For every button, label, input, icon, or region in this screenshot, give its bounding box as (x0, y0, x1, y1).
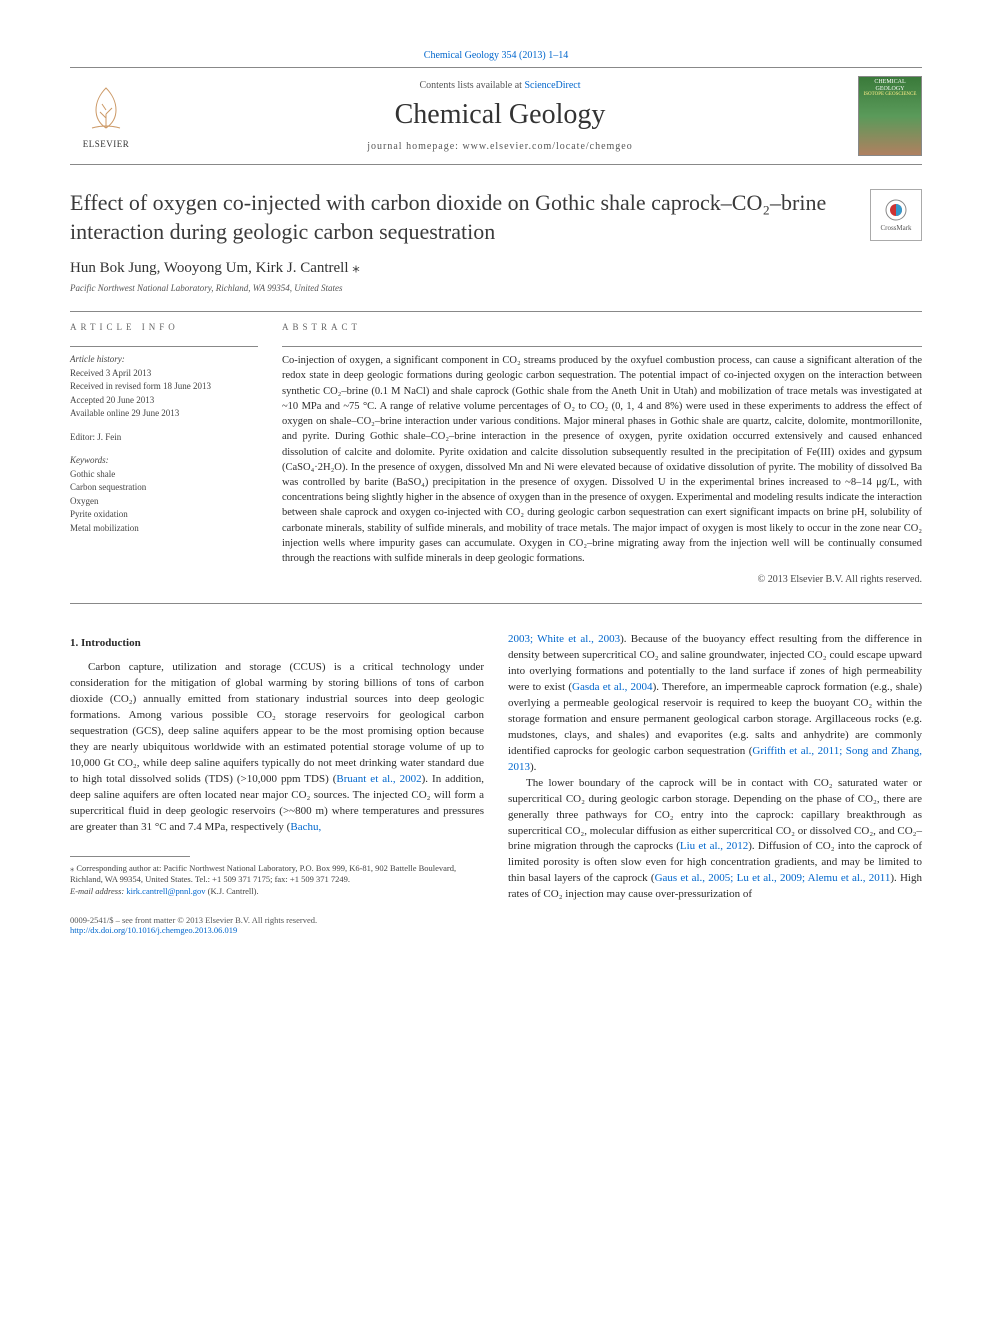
keyword: Pyrite oxidation (70, 508, 258, 522)
authors: Hun Bok Jung, Wooyong Um, Kirk J. Cantre… (70, 258, 922, 277)
text-run: ). (530, 761, 536, 773)
journal-header: ELSEVIER Contents lists available at Sci… (70, 67, 922, 165)
footer-copyright: 0009-2541/$ – see front matter © 2013 El… (70, 915, 922, 925)
abstract-column: abstract Co-injection of oxygen, a signi… (282, 322, 922, 585)
header-center: Contents lists available at ScienceDirec… (142, 80, 858, 152)
text-run: Carbon capture, utilization and storage … (70, 661, 484, 785)
citation-link[interactable]: 2003; White et al., 2003 (508, 633, 620, 645)
editor-name: J. Fein (97, 432, 121, 442)
crossmark-label: CrossMark (880, 224, 911, 232)
keywords-label: Keywords: (70, 454, 258, 468)
history-line: Received in revised form 18 June 2013 (70, 380, 258, 394)
crossmark-icon (884, 198, 908, 222)
keyword: Carbon sequestration (70, 481, 258, 495)
history-line: Received 3 April 2013 (70, 367, 258, 381)
affiliation: Pacific Northwest National Laboratory, R… (70, 283, 922, 293)
article-history: Article history: Received 3 April 2013 R… (70, 353, 258, 421)
title-row: Effect of oxygen co-injected with carbon… (70, 189, 922, 246)
body-text: 1. Introduction Carbon capture, utilizat… (70, 632, 922, 903)
editor-label: Editor: (70, 432, 97, 442)
section-heading: 1. Introduction (70, 636, 484, 652)
footer: 0009-2541/$ – see front matter © 2013 El… (70, 915, 922, 935)
citation-link[interactable]: Bachu, (290, 821, 321, 833)
body-paragraph: 2003; White et al., 2003). Because of th… (508, 632, 922, 775)
journal-cover-thumb: CHEMICAL GEOLOGY ISOTOPE GEOSCIENCE (858, 76, 922, 156)
email-label: E-mail address: (70, 886, 126, 896)
journal-ref: Chemical Geology 354 (2013) 1–14 (70, 50, 922, 61)
history-line: Accepted 20 June 2013 (70, 394, 258, 408)
citation-link[interactable]: Liu et al., 2012 (680, 840, 748, 852)
contents-line: Contents lists available at ScienceDirec… (142, 80, 858, 91)
sciencedirect-link[interactable]: ScienceDirect (524, 80, 580, 91)
keyword: Metal mobilization (70, 522, 258, 536)
publisher-logo-block: ELSEVIER (70, 84, 142, 149)
keyword: Oxygen (70, 495, 258, 509)
doi-link[interactable]: http://dx.doi.org/10.1016/j.chemgeo.2013… (70, 925, 922, 935)
contents-prefix: Contents lists available at (419, 80, 524, 91)
info-heading: article info (70, 322, 258, 332)
body-paragraph: Carbon capture, utilization and storage … (70, 660, 484, 835)
email-link[interactable]: kirk.cantrell@pnnl.gov (126, 886, 205, 896)
homepage-prefix: journal homepage: (367, 141, 462, 152)
journal-name: Chemical Geology (142, 99, 858, 131)
article-title: Effect of oxygen co-injected with carbon… (70, 189, 854, 246)
abstract-body: Co-injection of oxygen, a significant co… (282, 353, 922, 566)
citation-link[interactable]: Gaus et al., 2005; Lu et al., 2009; Alem… (655, 872, 891, 884)
cover-title: CHEMICAL GEOLOGY (861, 79, 919, 92)
author-names: Hun Bok Jung, Wooyong Um, Kirk J. Cantre… (70, 260, 352, 276)
editor-block: Editor: J. Fein (70, 431, 258, 445)
footnote-rule (70, 856, 190, 857)
body-paragraph: The lower boundary of the caprock will b… (508, 776, 922, 904)
homepage-line: journal homepage: www.elsevier.com/locat… (142, 141, 858, 152)
corresponding-footnote: ⁎ Corresponding author at: Pacific North… (70, 863, 484, 887)
email-footnote: E-mail address: kirk.cantrell@pnnl.gov (… (70, 886, 484, 898)
history-label: Article history: (70, 353, 258, 367)
publisher-name: ELSEVIER (70, 139, 142, 149)
citation-link[interactable]: Bruant et al., 2002 (336, 773, 421, 785)
info-column: article info Article history: Received 3… (70, 322, 258, 585)
email-who: (K.J. Cantrell). (205, 886, 258, 896)
info-abstract-band: article info Article history: Received 3… (70, 311, 922, 604)
homepage-url[interactable]: www.elsevier.com/locate/chemgeo (462, 141, 632, 152)
cover-subtitle: ISOTOPE GEOSCIENCE (861, 92, 919, 98)
citation-link[interactable]: Gasda et al., 2004 (572, 681, 653, 693)
abstract-copyright: © 2013 Elsevier B.V. All rights reserved… (282, 574, 922, 585)
abstract-heading: abstract (282, 322, 922, 332)
corr-marker: ⁎ (352, 260, 360, 276)
elsevier-tree-icon (82, 84, 130, 132)
crossmark-badge[interactable]: CrossMark (870, 189, 922, 241)
keywords-block: Keywords: Gothic shale Carbon sequestrat… (70, 454, 258, 535)
history-line: Available online 29 June 2013 (70, 407, 258, 421)
keyword: Gothic shale (70, 468, 258, 482)
